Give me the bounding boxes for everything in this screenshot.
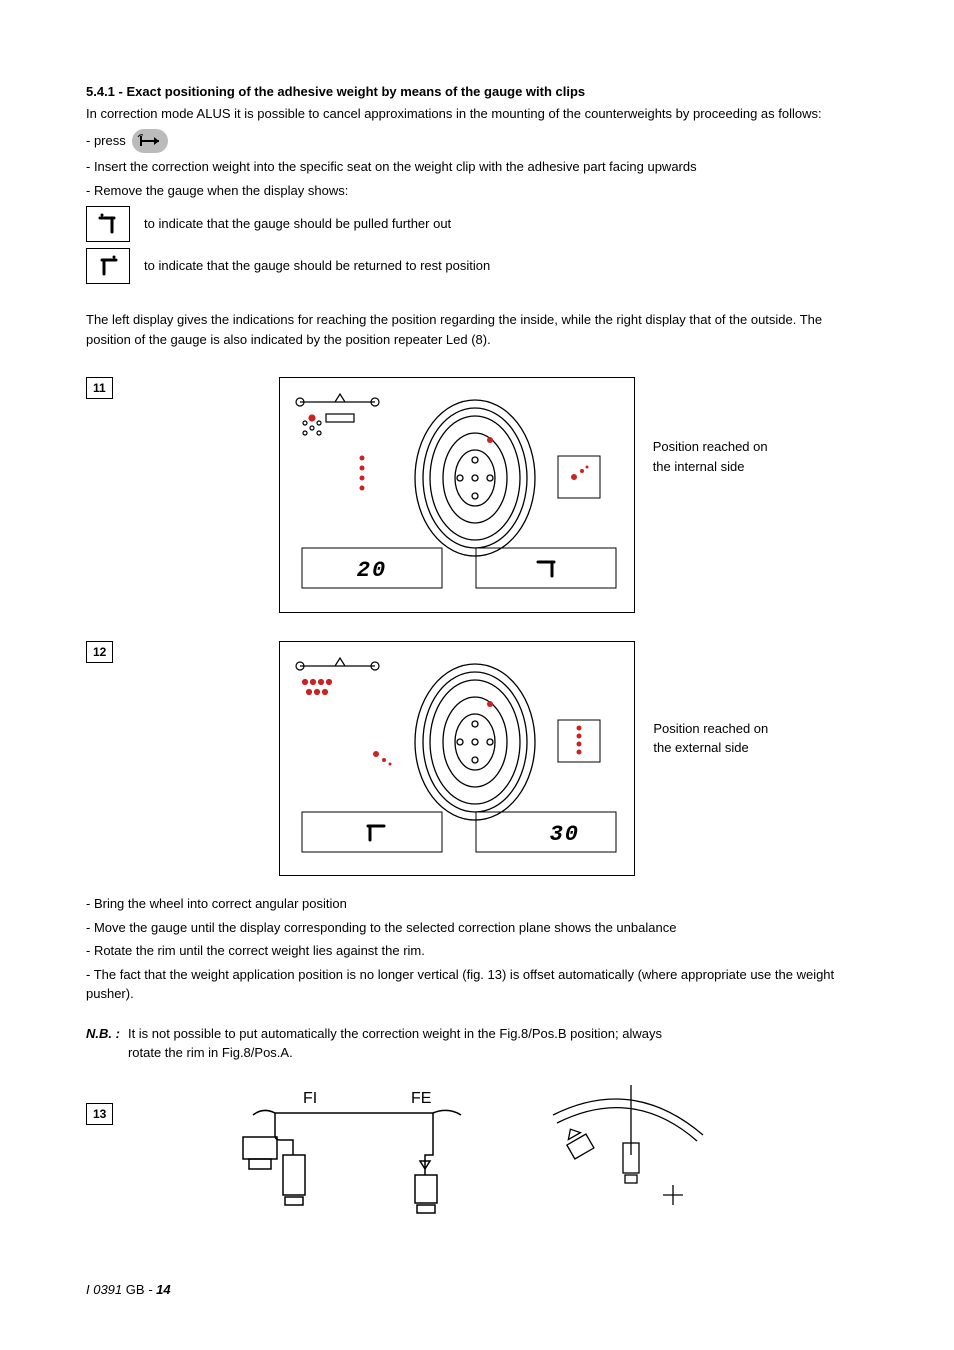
- figure-12-caption: Position reached on the external side: [653, 719, 783, 758]
- step-bring-wheel: - Bring the wheel into correct angular p…: [86, 894, 868, 914]
- remove-step: - Remove the gauge when the display show…: [86, 181, 868, 201]
- step-offset: - The fact that the weight application p…: [86, 965, 868, 1004]
- gauge-button-icon: [132, 129, 168, 153]
- nb-text-1: It is not possible to put automatically …: [128, 1024, 662, 1044]
- fi-label: FI: [303, 1090, 317, 1107]
- footer-dash: -: [148, 1282, 152, 1297]
- figure-13-block: 13 FI FE: [86, 1085, 868, 1241]
- figure-11-block: 11: [86, 377, 868, 613]
- figure-12-number: 12: [86, 641, 113, 663]
- indicator-row-in: to indicate that the gauge should be ret…: [86, 248, 868, 284]
- figure-11-diagram: 20: [279, 377, 635, 613]
- figure-13-left-diagram: FI FE: [233, 1085, 493, 1231]
- figure-12-diagram: 30: [279, 641, 635, 877]
- nb-label: N.B. :: [86, 1024, 120, 1063]
- footer-code: I 0391: [86, 1282, 122, 1297]
- figure-11-number: 11: [86, 377, 113, 399]
- gauge-in-icon: [86, 248, 130, 284]
- footer-lang: GB: [126, 1282, 145, 1297]
- insert-step: - Insert the correction weight into the …: [86, 157, 868, 177]
- gauge-out-icon: [86, 206, 130, 242]
- step-rotate-rim: - Rotate the rim until the correct weigh…: [86, 941, 868, 961]
- indicator-out-text: to indicate that the gauge should be pul…: [144, 214, 451, 234]
- figure-11-caption: Position reached on the internal side: [653, 437, 783, 476]
- figure-12-block: 12: [86, 641, 868, 877]
- step-move-gauge: - Move the gauge until the display corre…: [86, 918, 868, 938]
- section-title: 5.4.1 - Exact positioning of the adhesiv…: [86, 82, 868, 102]
- intro-text: In correction mode ALUS it is possible t…: [86, 104, 868, 124]
- press-line: - press: [86, 129, 868, 153]
- page-footer: I 0391 GB - 14: [86, 1280, 868, 1300]
- nb-text-2: rotate the rim in Fig.8/Pos.A.: [128, 1043, 662, 1063]
- fe-label: FE: [411, 1090, 431, 1107]
- left-right-display-text: The left display gives the indications f…: [86, 310, 868, 349]
- footer-page: 14: [156, 1282, 170, 1297]
- figure-13-right-diagram: [523, 1085, 723, 1241]
- svg-text:30: 30: [550, 822, 580, 847]
- indicator-in-text: to indicate that the gauge should be ret…: [144, 256, 490, 276]
- press-label: - press: [86, 131, 126, 151]
- figure-13-number: 13: [86, 1103, 113, 1125]
- nb-block: N.B. : It is not possible to put automat…: [86, 1024, 868, 1063]
- indicator-row-out: to indicate that the gauge should be pul…: [86, 206, 868, 242]
- svg-text:20: 20: [356, 558, 386, 583]
